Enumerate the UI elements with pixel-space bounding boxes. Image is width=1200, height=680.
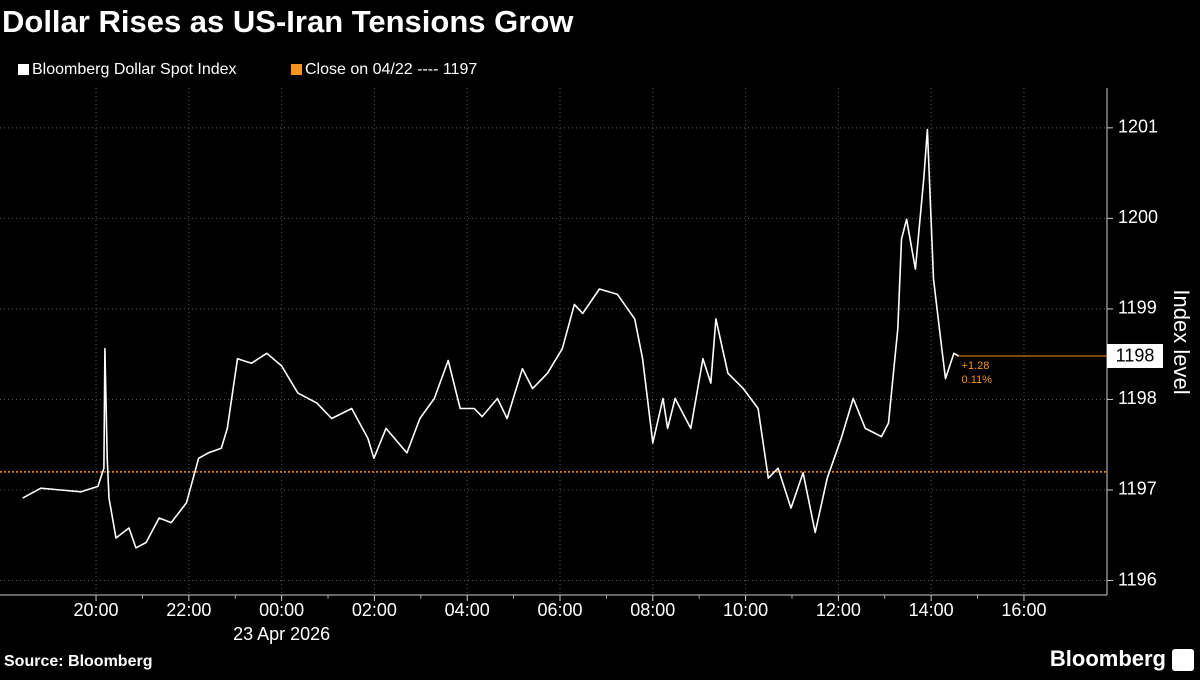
x-tick-label: 02:00 bbox=[352, 600, 397, 620]
chart-title: Dollar Rises as US-Iran Tensions Grow bbox=[2, 4, 574, 39]
legend-label: Close on 04/22 ---- 1197 bbox=[305, 61, 477, 78]
x-tick-label: 08:00 bbox=[630, 600, 675, 620]
date-label: 23 Apr 2026 bbox=[233, 624, 330, 644]
y-tick-label: 1198 bbox=[1118, 388, 1157, 408]
x-tick-label: 06:00 bbox=[537, 600, 582, 620]
legend-swatch bbox=[291, 64, 302, 75]
x-tick-label: 10:00 bbox=[723, 600, 768, 620]
x-tick-label: 22:00 bbox=[166, 600, 211, 620]
brand-icon bbox=[1172, 649, 1194, 671]
x-tick-label: 00:00 bbox=[259, 600, 304, 620]
last-price-box bbox=[1107, 343, 1163, 368]
legend-swatch bbox=[18, 64, 29, 75]
change-pct-label: 0.11% bbox=[962, 374, 993, 386]
x-tick-label: 12:00 bbox=[816, 600, 861, 620]
y-tick-label: 1199 bbox=[1118, 298, 1157, 318]
x-tick-label: 14:00 bbox=[909, 600, 954, 620]
last-price-label: 1198 bbox=[1116, 346, 1155, 366]
change-label: +1.28 bbox=[962, 360, 990, 372]
y-tick-label: 1200 bbox=[1118, 207, 1158, 227]
series-line bbox=[22, 128, 959, 549]
x-tick-label: 20:00 bbox=[74, 600, 119, 620]
y-tick-label: 1196 bbox=[1118, 569, 1157, 589]
y-tick-label: 1201 bbox=[1118, 117, 1158, 137]
source: Source: Bloomberg bbox=[4, 653, 152, 670]
y-axis-label: Index level bbox=[1169, 289, 1194, 394]
y-tick-label: 1197 bbox=[1118, 479, 1157, 499]
brand: Bloomberg bbox=[1050, 646, 1166, 671]
x-tick-label: 04:00 bbox=[445, 600, 490, 620]
legend-label: Bloomberg Dollar Spot Index bbox=[32, 61, 237, 78]
x-tick-label: 16:00 bbox=[1001, 600, 1046, 620]
